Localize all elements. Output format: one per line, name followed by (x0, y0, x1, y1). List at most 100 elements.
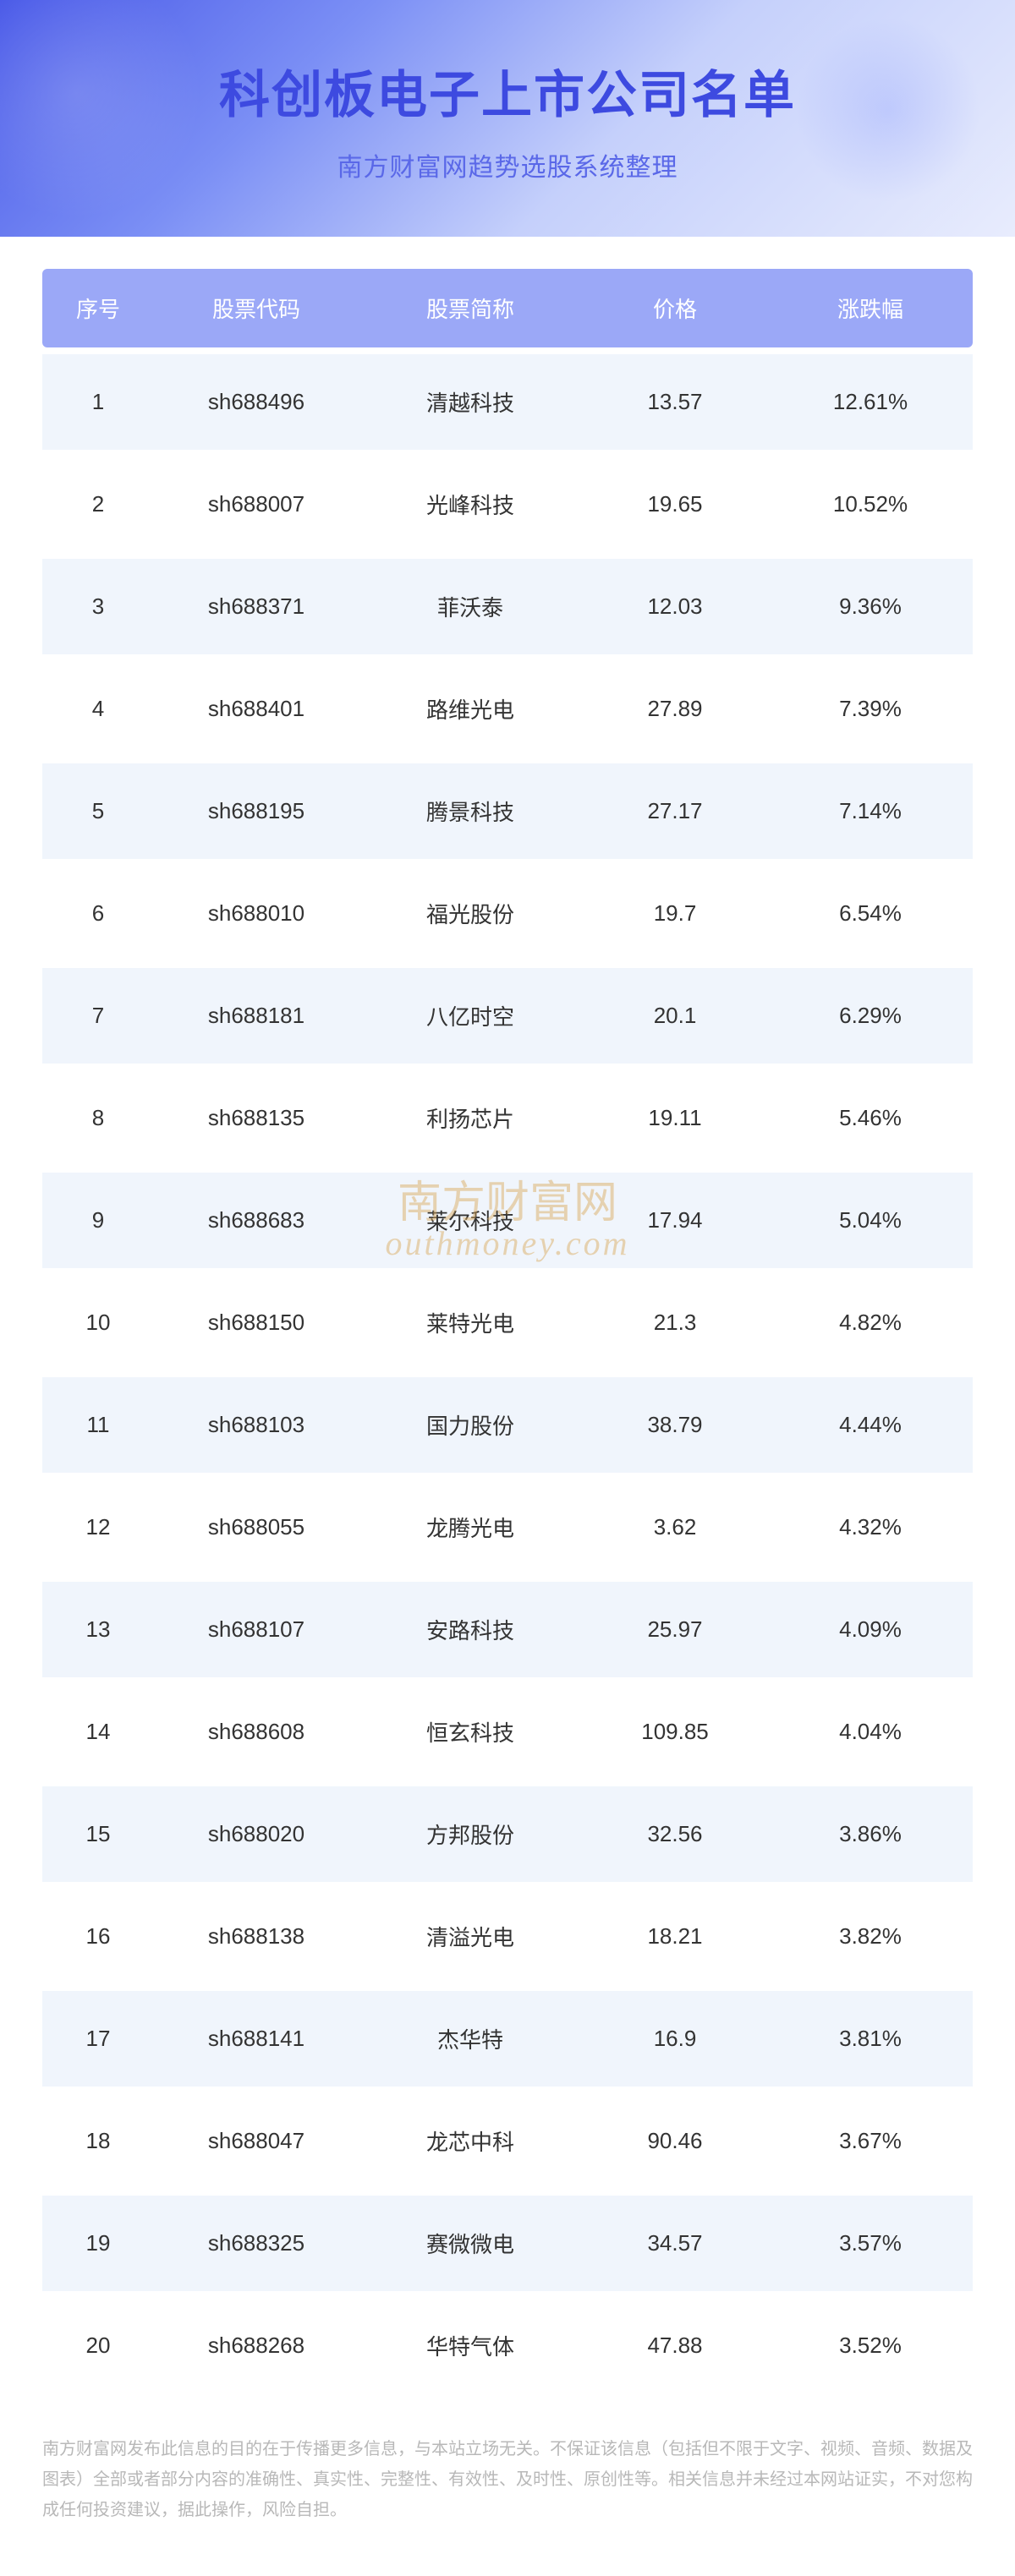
col-header-code: 股票代码 (154, 269, 359, 347)
page-subtitle: 南方财富网趋势选股系统整理 (337, 146, 678, 183)
cell-name: 安路科技 (359, 1582, 582, 1677)
cell-change: 4.44% (768, 1377, 973, 1473)
cell-change: 3.81% (768, 1991, 973, 2087)
cell-name: 路维光电 (359, 661, 582, 757)
table-row: 10sh688150莱特光电21.34.82% (42, 1275, 973, 1370)
table-row: 9sh688683莱尔科技17.945.04% (42, 1173, 973, 1268)
cell-price: 109.85 (582, 1684, 768, 1780)
cell-change: 7.14% (768, 763, 973, 859)
cell-seq: 5 (42, 763, 154, 859)
table-body: 1sh688496清越科技13.5712.61%2sh688007光峰科技19.… (42, 354, 973, 2393)
cell-code: sh688683 (154, 1173, 359, 1268)
cell-seq: 15 (42, 1786, 154, 1882)
cell-name: 腾景科技 (359, 763, 582, 859)
table-row: 14sh688608恒玄科技109.854.04% (42, 1684, 973, 1780)
table-wrapper: 序号 股票代码 股票简称 价格 涨跌幅 1sh688496清越科技13.57 12… (0, 262, 1015, 2400)
cell-seq: 8 (42, 1070, 154, 1166)
cell-code: sh688150 (154, 1275, 359, 1370)
table-row: 1sh688496清越科技13.5712.61% (42, 354, 973, 450)
cell-price: 19.11 (582, 1070, 768, 1166)
cell-seq: 9 (42, 1173, 154, 1268)
cell-name: 菲沃泰 (359, 559, 582, 654)
table-row: 4sh688401路维光电27.897.39% (42, 661, 973, 757)
cell-seq: 13 (42, 1582, 154, 1677)
cell-name: 恒玄科技 (359, 1684, 582, 1780)
stock-table: 序号 股票代码 股票简称 价格 涨跌幅 1sh688496清越科技13.57 12… (42, 262, 973, 2400)
cell-change: 3.57% (768, 2196, 973, 2291)
col-header-price: 价格 (582, 269, 768, 347)
disclaimer-text: 南方财富网发布此信息的目的在于传播更多信息，与本站立场无关。不保证该信息（包括但… (0, 2400, 1015, 2576)
cell-name: 清溢光电 (359, 1889, 582, 1984)
cell-seq: 3 (42, 559, 154, 654)
cell-change: 4.82% (768, 1275, 973, 1370)
table-row: 5sh688195腾景科技27.177.14% (42, 763, 973, 859)
table-header-row: 序号 股票代码 股票简称 价格 涨跌幅 (42, 269, 973, 347)
cell-price: 12.03 (582, 559, 768, 654)
cell-name: 国力股份 (359, 1377, 582, 1473)
cell-seq: 1 (42, 354, 154, 450)
cell-name: 利扬芯片 (359, 1070, 582, 1166)
cell-seq: 11 (42, 1377, 154, 1473)
cell-code: sh688138 (154, 1889, 359, 1984)
cell-change: 6.54% (768, 866, 973, 961)
cell-seq: 12 (42, 1479, 154, 1575)
cell-change: 4.32% (768, 1479, 973, 1575)
header-banner: 科创板电子上市公司名单 南方财富网趋势选股系统整理 (0, 0, 1015, 237)
cell-code: sh688325 (154, 2196, 359, 2291)
cell-price: 21.3 (582, 1275, 768, 1370)
table-row: 16sh688138清溢光电18.213.82% (42, 1889, 973, 1984)
cell-price: 19.7 (582, 866, 768, 961)
cell-seq: 2 (42, 457, 154, 552)
cell-code: sh688401 (154, 661, 359, 757)
cell-code: sh688141 (154, 1991, 359, 2087)
cell-name: 莱特光电 (359, 1275, 582, 1370)
cell-code: sh688020 (154, 1786, 359, 1882)
cell-name: 赛微微电 (359, 2196, 582, 2291)
cell-seq: 17 (42, 1991, 154, 2087)
table-row: 13sh688107安路科技25.974.09% (42, 1582, 973, 1677)
cell-name: 莱尔科技 (359, 1173, 582, 1268)
cell-code: sh688010 (154, 866, 359, 961)
cell-name: 八亿时空 (359, 968, 582, 1064)
cell-seq: 6 (42, 866, 154, 961)
cell-change: 10.52% (768, 457, 973, 552)
col-header-name: 股票简称 (359, 269, 582, 347)
cell-price: 13.57 (582, 354, 768, 450)
cell-change: 5.04% (768, 1173, 973, 1268)
page-title: 科创板电子上市公司名单 (219, 54, 796, 128)
cell-code: sh688496 (154, 354, 359, 450)
cell-change: 3.82% (768, 1889, 973, 1984)
cell-name: 福光股份 (359, 866, 582, 961)
cell-change: 3.86% (768, 1786, 973, 1882)
cell-seq: 10 (42, 1275, 154, 1370)
cell-name: 方邦股份 (359, 1786, 582, 1882)
col-header-seq: 序号 (42, 269, 154, 347)
cell-name: 杰华特 (359, 1991, 582, 2087)
cell-price: 32.56 (582, 1786, 768, 1882)
col-header-change: 涨跌幅 (768, 269, 973, 347)
cell-price: 16.9 (582, 1991, 768, 2087)
cell-name: 龙腾光电 (359, 1479, 582, 1575)
cell-change: 9.36% (768, 559, 973, 654)
cell-price: 19.65 (582, 457, 768, 552)
cell-price: 18.21 (582, 1889, 768, 1984)
cell-code: sh688007 (154, 457, 359, 552)
cell-code: sh688195 (154, 763, 359, 859)
cell-name: 清越科技 (359, 354, 582, 450)
cell-price: 34.57 (582, 2196, 768, 2291)
cell-seq: 19 (42, 2196, 154, 2291)
cell-seq: 14 (42, 1684, 154, 1780)
cell-price: 27.89 (582, 661, 768, 757)
cell-code: sh688047 (154, 2093, 359, 2189)
cell-seq: 20 (42, 2298, 154, 2393)
table-row: 2sh688007光峰科技19.6510.52% (42, 457, 973, 552)
cell-name: 华特气体 (359, 2298, 582, 2393)
cell-code: sh688608 (154, 1684, 359, 1780)
cell-change: 6.29% (768, 968, 973, 1064)
page-container: 科创板电子上市公司名单 南方财富网趋势选股系统整理 序号 股票代码 股票简称 价… (0, 0, 1015, 2576)
cell-price: 38.79 (582, 1377, 768, 1473)
cell-name: 龙芯中科 (359, 2093, 582, 2189)
cell-code: sh688181 (154, 968, 359, 1064)
cell-code: sh688135 (154, 1070, 359, 1166)
table-row: 20sh688268华特气体47.883.52% (42, 2298, 973, 2393)
